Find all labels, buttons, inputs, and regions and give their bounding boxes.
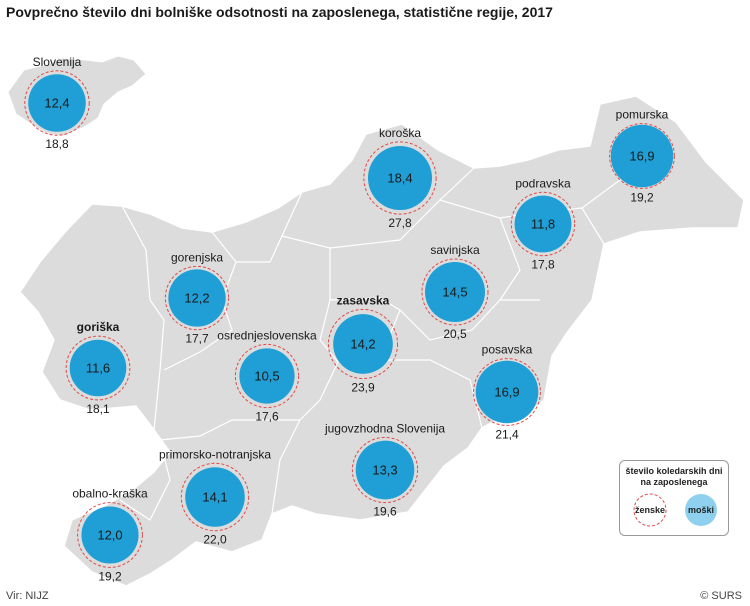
region-name: podravska	[515, 176, 571, 190]
men-value: 12,4	[44, 96, 69, 111]
men-value: 10,5	[254, 369, 279, 384]
region-name: osrednjeslovenska	[217, 328, 317, 342]
region-name: koroška	[379, 126, 421, 140]
men-circle	[355, 440, 415, 500]
women-ring	[351, 436, 419, 504]
men-value: 16,9	[494, 385, 519, 400]
women-ring	[24, 70, 90, 136]
men-value: 13,3	[372, 463, 397, 478]
legend-men-circle	[685, 494, 717, 526]
men-circle	[168, 269, 226, 327]
women-ring	[65, 335, 131, 401]
men-circle	[185, 467, 245, 527]
women-value: 20,5	[443, 327, 467, 341]
legend-men-label: moški	[688, 505, 714, 515]
men-value: 14,2	[350, 337, 375, 352]
legend-women-label: ženske	[635, 505, 665, 515]
region-name: gorenjska	[171, 250, 223, 264]
women-ring	[421, 258, 489, 326]
legend-title: število koledarskih dni na zaposlenega	[625, 466, 723, 487]
men-circle	[28, 74, 86, 132]
women-value: 18,1	[86, 402, 110, 416]
women-ring	[77, 502, 143, 568]
women-value: 21,4	[495, 427, 519, 441]
region-name: obalno-kraška	[72, 487, 148, 501]
men-circle	[475, 360, 539, 424]
women-ring	[510, 191, 576, 257]
men-value: 14,5	[442, 285, 467, 300]
region-name: primorsko-notranjska	[159, 447, 271, 461]
men-value: 18,4	[387, 171, 412, 186]
women-value: 17,7	[185, 332, 209, 346]
men-value: 12,0	[97, 528, 122, 543]
women-value: 19,2	[630, 190, 654, 204]
men-circle	[367, 145, 433, 211]
women-ring	[327, 308, 399, 380]
men-circle	[514, 195, 572, 253]
men-value: 14,1	[202, 490, 227, 505]
map-title: Povprečno število dni bolniške odsotnost…	[6, 4, 553, 20]
region-name: savinjska	[430, 243, 480, 257]
region-name: Slovenija	[33, 55, 82, 69]
women-value: 18,8	[45, 137, 69, 151]
men-circle	[81, 506, 139, 564]
women-value: 19,6	[373, 505, 397, 519]
copyright-note: © SURS	[700, 590, 742, 602]
women-value: 19,2	[98, 569, 122, 583]
women-value: 17,8	[531, 258, 555, 272]
women-ring	[609, 123, 675, 189]
men-value: 16,9	[629, 149, 654, 164]
men-circle	[239, 348, 295, 404]
men-circle	[69, 339, 127, 397]
women-value: 22,0	[203, 533, 227, 547]
women-ring	[473, 358, 541, 426]
source-note: Vir: NIJZ	[6, 590, 49, 602]
region-name: jugovzhodna Slovenija	[324, 421, 445, 435]
women-value: 27,8	[388, 216, 412, 230]
women-value: 23,9	[351, 381, 375, 395]
men-circle	[610, 124, 674, 188]
women-value: 17,6	[255, 410, 279, 424]
women-ring	[363, 141, 437, 215]
region-name: goriška	[77, 320, 120, 334]
legend-women-ring	[633, 493, 667, 527]
men-value: 11,8	[531, 217, 555, 232]
men-circle	[425, 262, 485, 322]
men-circle	[333, 314, 393, 374]
legend: število koledarskih dni na zaposlenega ž…	[619, 460, 729, 536]
women-ring	[180, 462, 250, 532]
women-ring	[234, 343, 300, 409]
men-value: 12,2	[184, 291, 209, 306]
region-name: zasavska	[337, 293, 390, 307]
men-value: 11,6	[86, 361, 110, 376]
region-name: pomurska	[616, 108, 669, 122]
women-ring	[164, 265, 230, 331]
legend-symbols: ženske moški	[633, 493, 717, 527]
region-name: posavska	[482, 343, 533, 357]
